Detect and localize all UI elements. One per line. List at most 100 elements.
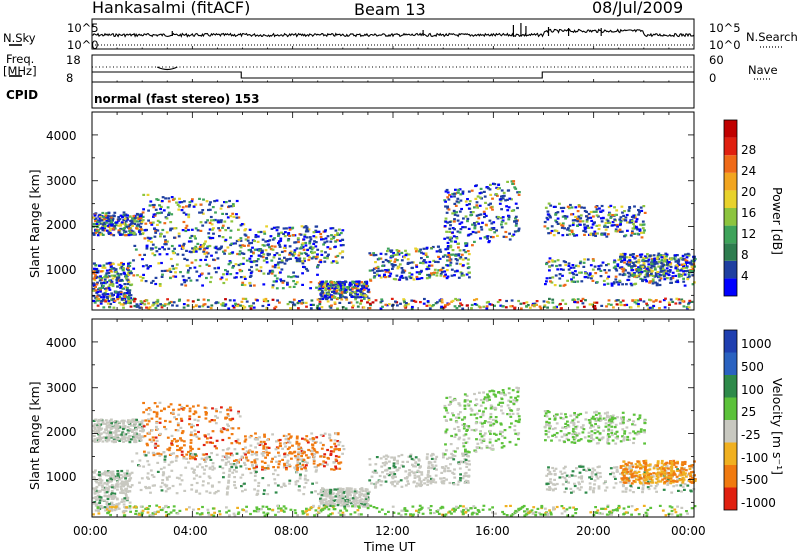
data-cell: [365, 285, 368, 288]
data-cell: [336, 232, 339, 235]
data-cell: [303, 460, 307, 463]
data-cell: [180, 431, 184, 435]
data-cell: [201, 305, 205, 308]
data-cell: [94, 289, 98, 292]
data-cell: [366, 492, 370, 495]
data-cell: [256, 258, 260, 261]
data-cell: [114, 271, 118, 274]
data-cell: [283, 256, 286, 259]
data-cell: [487, 187, 490, 190]
data-cell: [338, 441, 342, 444]
data-cell: [265, 225, 268, 228]
data-cell: [108, 502, 111, 506]
data-cell: [344, 499, 347, 502]
data-cell: [571, 264, 575, 267]
data-cell: [450, 253, 453, 256]
data-cell: [265, 257, 268, 260]
data-cell: [186, 299, 190, 302]
data-cell: [583, 226, 587, 229]
data-cell: [284, 445, 287, 448]
data-cell: [631, 268, 635, 272]
data-cell: [126, 426, 130, 429]
data-cell: [460, 274, 464, 277]
data-cell: [220, 431, 224, 434]
data-cell: [208, 244, 212, 248]
data-cell: [314, 241, 318, 244]
data-cell: [221, 212, 224, 215]
data-cell: [187, 450, 190, 454]
data-cell: [329, 499, 333, 502]
data-cell: [114, 420, 117, 423]
data-cell: [213, 445, 217, 448]
data-cell: [306, 248, 309, 252]
data-cell: [156, 461, 160, 464]
data-cell: [297, 446, 301, 449]
data-cell: [123, 425, 127, 428]
data-cell: [640, 231, 643, 234]
data-cell: [397, 249, 401, 253]
data-cell: [379, 307, 383, 310]
data-cell: [304, 241, 308, 245]
data-cell: [296, 237, 300, 240]
data-cell: [173, 247, 176, 250]
data-cell: [204, 258, 207, 261]
data-cell: [348, 487, 352, 490]
data-cell: [93, 301, 97, 304]
data-cell: [663, 271, 667, 274]
data-cell: [103, 266, 107, 269]
data-cell: [123, 227, 127, 230]
data-cell: [196, 465, 199, 468]
data-cell: [623, 254, 627, 257]
data-cell: [580, 280, 584, 283]
data-cell: [645, 260, 648, 263]
data-cell: [192, 250, 196, 253]
data-cell: [561, 210, 565, 213]
data-cell: [556, 211, 560, 214]
data-cell: [353, 492, 357, 495]
data-cell: [561, 274, 564, 277]
data-cell: [284, 438, 288, 441]
data-cell: [173, 416, 176, 419]
data-cell: [305, 236, 309, 239]
data-cell: [101, 266, 105, 269]
data-cell: [478, 204, 482, 207]
data-cell: [330, 500, 334, 503]
data-cell: [143, 253, 146, 256]
data-cell: [519, 302, 523, 305]
data-cell: [189, 446, 193, 450]
data-cell: [260, 460, 264, 463]
data-cell: [110, 422, 113, 425]
data-cell: [256, 438, 260, 441]
data-cell: [245, 458, 248, 461]
data-cell: [105, 275, 109, 278]
data-cell: [175, 263, 179, 266]
data-cell: [552, 234, 556, 237]
data-cell: [365, 282, 369, 285]
data-cell: [582, 229, 586, 232]
data-cell: [328, 495, 332, 498]
data-cell: [436, 260, 440, 264]
data-cell: [127, 429, 131, 432]
data-cell: [443, 237, 447, 240]
data-cell: [267, 451, 271, 454]
data-cell: [653, 259, 657, 262]
data-cell: [102, 292, 106, 295]
data-cell: [592, 259, 595, 262]
data-cell: [314, 225, 318, 228]
data-cell: [666, 277, 669, 280]
data-cell: [446, 259, 449, 262]
data-cell: [127, 270, 131, 274]
data-cell: [273, 478, 277, 481]
data-cell: [224, 269, 227, 272]
data-cell: [563, 215, 567, 218]
data-cell: [424, 252, 428, 255]
data-cell: [586, 224, 589, 227]
data-cell: [568, 229, 572, 232]
data-cell: [689, 261, 693, 264]
data-cell: [123, 272, 126, 275]
data-cell: [638, 228, 642, 231]
data-cell: [583, 276, 587, 279]
data-cell: [263, 232, 267, 235]
data-cell: [511, 234, 514, 238]
data-cell: [683, 258, 686, 261]
